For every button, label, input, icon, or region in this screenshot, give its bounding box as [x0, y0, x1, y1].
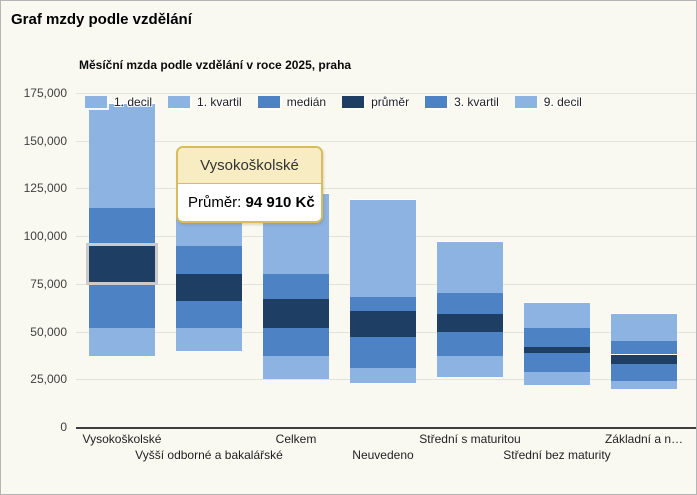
- y-tick-label: 50,000: [30, 324, 67, 339]
- band-prumer-kvartil3[interactable]: [524, 327, 590, 347]
- legend-swatch-icon: [342, 96, 365, 108]
- bar-Neuvedeno: [350, 93, 416, 427]
- bar-Vyšší odborné a bakalářské: [176, 93, 242, 427]
- gridline: [76, 93, 696, 94]
- band-decil1-kvartil1[interactable]: [89, 327, 155, 357]
- bar-Střední bez maturity: [524, 93, 590, 427]
- x-tick-label: Celkem: [275, 432, 317, 446]
- band-kvartil3-decil9[interactable]: [437, 241, 503, 294]
- band-kvartil1-median[interactable]: [524, 352, 590, 372]
- band-prumer-kvartil3[interactable]: [89, 207, 155, 246]
- band-decil1-kvartil1[interactable]: [263, 356, 329, 380]
- x-tick-label: Střední bez maturity: [503, 448, 611, 462]
- plot-area: [76, 93, 696, 429]
- band-median-prumer[interactable]: [89, 245, 155, 282]
- band-kvartil3-decil9[interactable]: [524, 302, 590, 328]
- legend-swatch-icon: [168, 96, 191, 108]
- tooltip: Vysokoškolské Průměr: 94 910 Kč: [176, 146, 323, 223]
- legend-label: 9. decil: [543, 95, 582, 109]
- band-kvartil3-decil9[interactable]: [611, 314, 677, 342]
- legend-item-1. kvartil[interactable]: 1. kvartil: [168, 95, 242, 109]
- band-prumer-kvartil3[interactable]: [263, 274, 329, 300]
- y-tick-label: 25,000: [30, 372, 67, 387]
- band-kvartil1-median[interactable]: [89, 281, 155, 328]
- legend-label: 1. kvartil: [197, 95, 242, 109]
- gridline: [76, 140, 696, 142]
- tooltip-value: 94 910 Kč: [245, 194, 315, 211]
- y-tick-label: 75,000: [30, 276, 67, 291]
- band-prumer-kvartil3[interactable]: [350, 297, 416, 311]
- bar-Vysokoškolské: [89, 93, 155, 427]
- band-median-prumer[interactable]: [350, 310, 416, 338]
- band-prumer-kvartil3[interactable]: [437, 293, 503, 315]
- tooltip-title: Vysokoškolské: [178, 148, 321, 184]
- legend-item-9. decil[interactable]: 9. decil: [514, 95, 582, 109]
- x-tick-label: Vyšší odborné a bakalářské: [135, 448, 283, 462]
- legend-swatch-icon: [514, 96, 537, 108]
- legend-label: průměr: [371, 95, 410, 109]
- tooltip-label: Průměr:: [188, 194, 246, 211]
- page-title: Graf mzdy podle vzdělání: [11, 11, 192, 28]
- gridline: [76, 188, 696, 190]
- legend-item-1. decil[interactable]: 1. decil: [85, 95, 152, 109]
- band-kvartil1-median[interactable]: [611, 364, 677, 382]
- legend-item-průměr[interactable]: průměr: [342, 95, 409, 109]
- legend-item-3. kvartil[interactable]: 3. kvartil: [425, 95, 499, 109]
- band-prumer-kvartil3[interactable]: [611, 341, 677, 355]
- band-median-prumer[interactable]: [263, 299, 329, 328]
- y-tick-label: 175,000: [23, 86, 67, 100]
- band-kvartil3-decil9[interactable]: [89, 104, 155, 208]
- band-prumer-kvartil3[interactable]: [176, 245, 242, 275]
- x-tick-label: Neuvedeno: [352, 448, 414, 462]
- legend-label: medián: [286, 95, 327, 109]
- band-decil1-kvartil1[interactable]: [350, 367, 416, 384]
- legend-label: 1. decil: [114, 95, 153, 109]
- x-tick-label: Střední s maturitou: [419, 432, 521, 446]
- band-kvartil3-decil9[interactable]: [350, 199, 416, 298]
- band-decil1-kvartil1[interactable]: [176, 327, 242, 351]
- legend-swatch-icon: [425, 96, 448, 108]
- band-median-prumer[interactable]: [524, 346, 590, 353]
- legend-label: 3. kvartil: [454, 95, 499, 109]
- band-decil1-kvartil1[interactable]: [437, 356, 503, 378]
- legend: 1. decil 1. kvartil medián průměr 3. kvartil…: [85, 95, 582, 109]
- band-median-prumer[interactable]: [611, 354, 677, 365]
- band-kvartil1-median[interactable]: [263, 327, 329, 357]
- y-tick-label: 0: [60, 420, 67, 434]
- band-decil1-kvartil1[interactable]: [524, 371, 590, 386]
- x-tick-label: Vysokoškolské: [82, 432, 162, 446]
- bar-Střední s maturitou: [437, 93, 503, 427]
- band-kvartil1-median[interactable]: [350, 337, 416, 368]
- y-tick-label: 125,000: [23, 181, 67, 196]
- band-median-prumer[interactable]: [437, 314, 503, 332]
- bar-Celkem: [263, 93, 329, 427]
- band-kvartil1-median[interactable]: [437, 331, 503, 357]
- tooltip-body: Průměr: 94 910 Kč: [178, 184, 321, 221]
- bar-Základní a n…: [611, 93, 677, 427]
- legend-swatch-icon: [257, 96, 280, 108]
- y-tick-label: 150,000: [23, 133, 67, 148]
- band-median-prumer[interactable]: [176, 274, 242, 302]
- band-kvartil1-median[interactable]: [176, 301, 242, 328]
- legend-item-medián[interactable]: medián: [257, 95, 327, 109]
- legend-swatch-icon: [85, 96, 107, 108]
- band-decil1-kvartil1[interactable]: [611, 381, 677, 389]
- chart-subtitle: Měsíční mzda podle vzdělání v roce 2025,…: [79, 58, 352, 72]
- x-tick-label: Základní a n…: [604, 432, 684, 446]
- y-tick-label: 100,000: [23, 229, 67, 244]
